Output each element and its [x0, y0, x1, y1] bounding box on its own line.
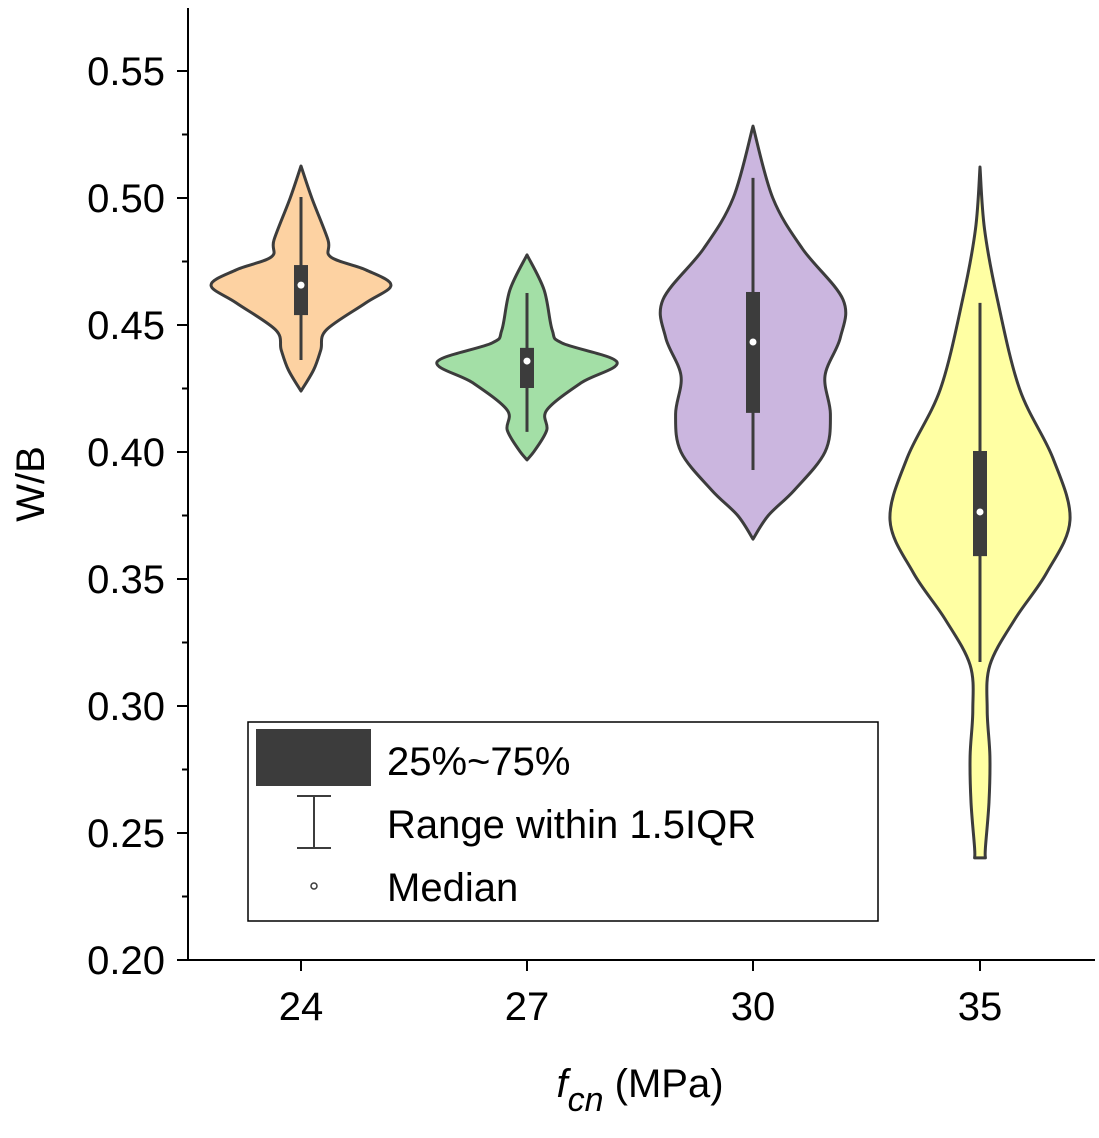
y-tick-label: 0.45 — [87, 304, 165, 348]
x-ticks: 24 27 30 35 — [279, 960, 1003, 1029]
y-tick-label: 0.25 — [87, 812, 165, 856]
legend-median-label: Median — [387, 866, 518, 910]
median-dot — [749, 338, 757, 346]
y-ticks: 0.20 0.25 0.30 0.35 0.40 0.45 0.50 0.55 — [87, 50, 188, 983]
y-tick-label: 0.30 — [87, 685, 165, 729]
legend-whisker-icon — [297, 795, 331, 849]
iqr-box — [973, 450, 987, 557]
y-tick-label: 0.35 — [87, 558, 165, 602]
x-axis-label: fcn (MPa) — [556, 1062, 723, 1119]
y-axis-label: W/B — [9, 446, 53, 522]
x-tick-label: 30 — [731, 985, 776, 1029]
violin-27 — [435, 253, 619, 462]
legend-iqr-swatch — [256, 729, 371, 786]
violin-24 — [209, 164, 393, 393]
legend-iqr-label: 25%~75% — [387, 740, 570, 784]
violins — [209, 124, 1072, 860]
y-tick-label: 0.40 — [87, 431, 165, 475]
violin-30 — [658, 124, 848, 541]
median-dot — [297, 281, 305, 289]
iqr-box — [746, 291, 760, 413]
axes — [187, 8, 1095, 961]
y-tick-label: 0.50 — [87, 177, 165, 221]
iqr-box — [520, 347, 534, 388]
x-tick-label: 35 — [958, 985, 1003, 1029]
median-dot — [523, 357, 531, 365]
x-tick-label: 24 — [279, 985, 324, 1029]
median-dot — [976, 508, 984, 516]
x-axis-label-unit: (MPa) — [604, 1062, 724, 1106]
legend: 25%~75% Range within 1.5IQR Median — [247, 721, 879, 922]
iqr-box — [294, 265, 308, 316]
violin-35 — [888, 165, 1072, 860]
x-axis-label-sub: cn — [568, 1081, 604, 1119]
y-tick-label: 0.55 — [87, 50, 165, 94]
legend-range-label: Range within 1.5IQR — [387, 803, 756, 847]
y-tick-label: 0.20 — [87, 939, 165, 983]
x-tick-label: 27 — [505, 985, 550, 1029]
legend-median-icon — [310, 882, 318, 890]
